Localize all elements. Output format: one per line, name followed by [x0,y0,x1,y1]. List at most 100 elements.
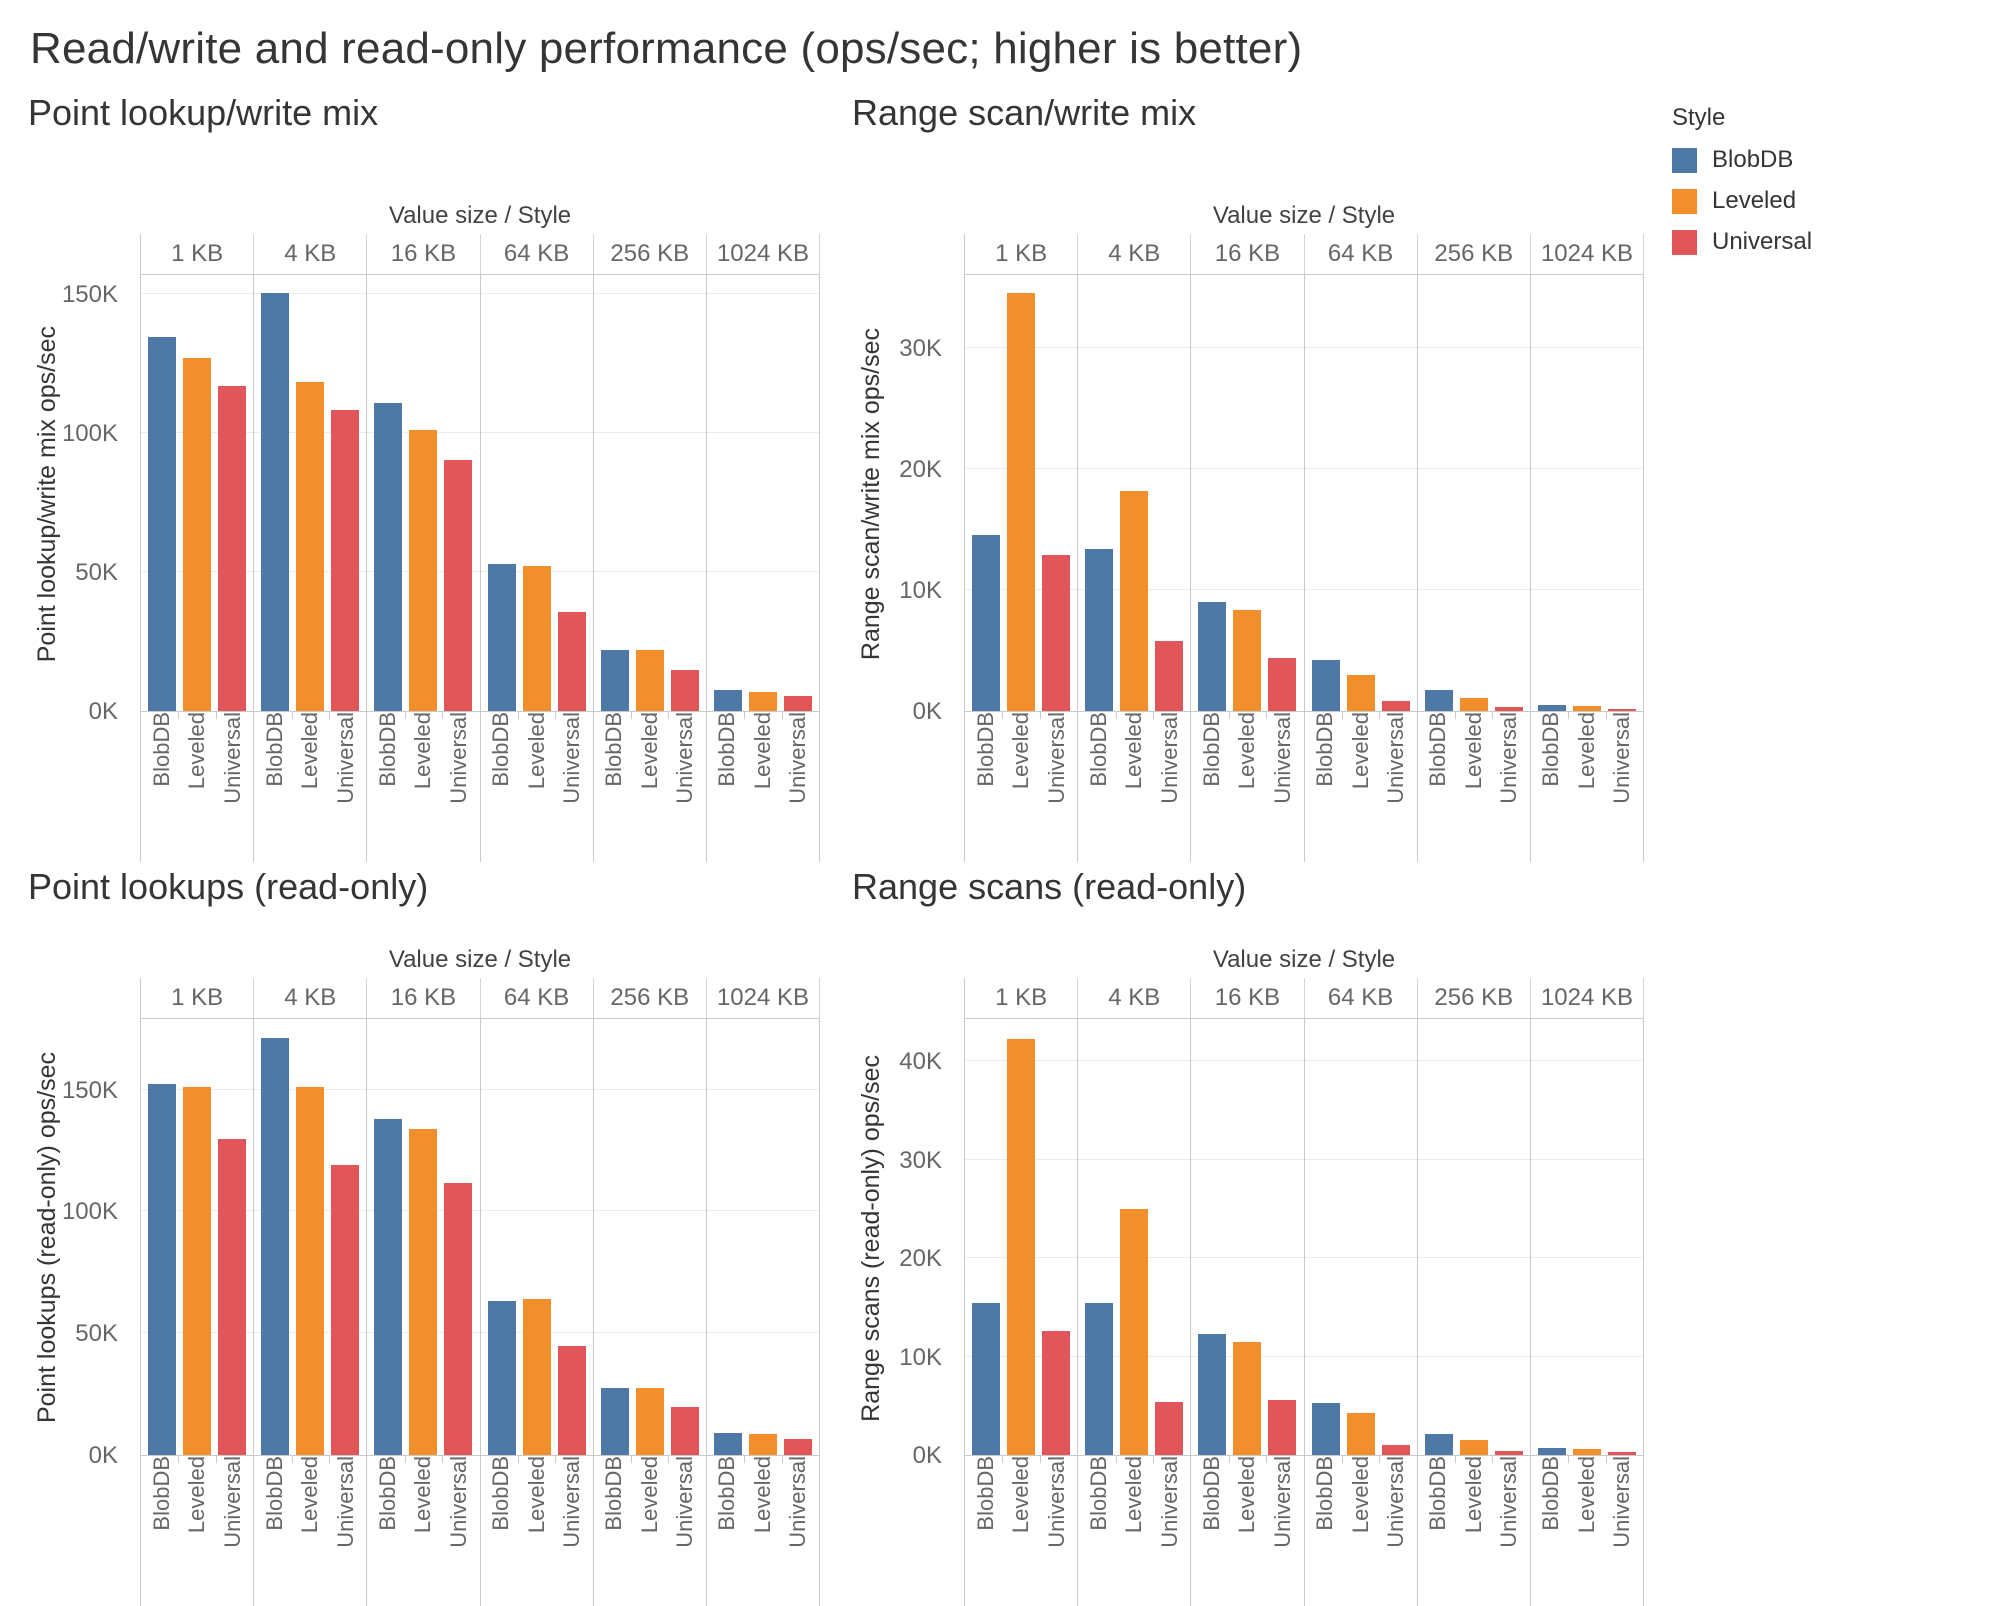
bar-universal-16-kb[interactable] [444,460,473,711]
bar-blobdb-1024-kb[interactable] [713,1433,742,1455]
bar-leveled-4-kb[interactable] [296,382,325,711]
y-tick-label: 10K [899,576,942,604]
legend-item-label: Leveled [1712,187,1797,214]
legend-item-blobdb[interactable]: BlobDB [1672,146,1812,174]
bar-universal-256-kb[interactable] [1494,707,1523,711]
x-slot: Leveled [295,712,325,862]
bar-blobdb-1024-kb[interactable] [1537,1448,1566,1455]
bar-universal-1024-kb[interactable] [783,1439,812,1455]
bar-leveled-4-kb[interactable] [1120,491,1149,711]
bar-leveled-256-kb[interactable] [635,650,664,711]
bar-leveled-256-kb[interactable] [635,1388,664,1455]
bar-universal-64-kb[interactable] [557,612,586,711]
bar-leveled-1024-kb[interactable] [1572,1449,1601,1455]
bar-leveled-1-kb[interactable] [1007,1039,1036,1455]
bar-leveled-64-kb[interactable] [522,566,551,711]
bar-blobdb-64-kb[interactable] [487,1301,516,1455]
bar-blobdb-16-kb[interactable] [374,403,403,711]
bar-blobdb-256-kb[interactable] [600,1388,629,1455]
bar-universal-16-kb[interactable] [1268,1400,1297,1455]
bar-blobdb-1-kb[interactable] [148,1084,177,1455]
bar-universal-1-kb[interactable] [1042,1331,1071,1455]
bar-leveled-16-kb[interactable] [409,430,438,711]
x-slot: Universal [1494,712,1524,862]
bar-leveled-64-kb[interactable] [522,1299,551,1455]
bar-blobdb-256-kb[interactable] [600,650,629,711]
x-label-group-64-kb: BlobDB Leveled Universal [481,712,594,862]
bar-universal-1-kb[interactable] [1042,555,1071,711]
axis-tick [517,1456,519,1463]
bar-universal-4-kb[interactable] [1155,1402,1184,1455]
bar-leveled-16-kb[interactable] [1233,610,1262,711]
legend-item-universal[interactable]: Universal [1672,228,1812,256]
bar-leveled-1-kb[interactable] [1007,293,1036,711]
bar-leveled-1-kb[interactable] [183,358,212,711]
bar-blobdb-4-kb[interactable] [261,293,290,711]
pane-1-kb [141,275,255,711]
bar-universal-16-kb[interactable] [444,1183,473,1455]
column-header-64-kb: 64 KB [1305,234,1418,274]
bar-blobdb-1024-kb[interactable] [713,690,742,711]
bar-leveled-1024-kb[interactable] [748,692,777,711]
bar-universal-64-kb[interactable] [1381,701,1410,711]
axis-tick [1379,1456,1381,1463]
bar-universal-1024-kb[interactable] [1607,709,1636,711]
bar-leveled-64-kb[interactable] [1346,1413,1375,1455]
column-axis-title: Value size / Style [1212,946,1396,973]
axis-tick [1266,712,1268,719]
bar-blobdb-4-kb[interactable] [1085,549,1114,711]
bar-universal-4-kb[interactable] [331,410,360,711]
bar-universal-256-kb[interactable] [1494,1451,1523,1455]
bar-blobdb-64-kb[interactable] [1311,660,1340,711]
bar-universal-4-kb[interactable] [331,1165,360,1455]
bar-leveled-1-kb[interactable] [183,1087,212,1455]
plot-area [964,1018,1645,1456]
bar-blobdb-4-kb[interactable] [1085,1303,1114,1455]
bar-leveled-256-kb[interactable] [1459,698,1488,711]
bar-blobdb-16-kb[interactable] [1198,1334,1227,1455]
bar-blobdb-64-kb[interactable] [1311,1403,1340,1455]
x-slot: BlobDB [712,712,742,862]
x-slot: BlobDB [1084,1456,1114,1606]
bar-blobdb-1024-kb[interactable] [1537,705,1566,711]
x-tick-label-blobdb: BlobDB [488,712,514,787]
bar-blobdb-1-kb[interactable] [972,1303,1001,1455]
bar-leveled-16-kb[interactable] [1233,1342,1262,1455]
bar-universal-64-kb[interactable] [557,1346,586,1455]
x-axis-labels: BlobDB Leveled Universal BlobDB Leveled Unive… [140,1456,821,1606]
bar-blobdb-1-kb[interactable] [148,337,177,711]
bar-blobdb-256-kb[interactable] [1424,690,1453,711]
bar-universal-4-kb[interactable] [1155,641,1184,711]
bar-universal-256-kb[interactable] [670,670,699,711]
y-tick-label: 150K [61,1076,118,1104]
bar-blobdb-16-kb[interactable] [374,1119,403,1455]
bar-blobdb-256-kb[interactable] [1424,1434,1453,1455]
bar-leveled-16-kb[interactable] [409,1129,438,1455]
y-tick-label: 0K [912,1442,942,1469]
bar-blobdb-4-kb[interactable] [261,1038,290,1455]
bar-blobdb-64-kb[interactable] [487,564,516,711]
bar-leveled-1024-kb[interactable] [1572,706,1601,711]
bar-universal-1024-kb[interactable] [1607,1452,1636,1455]
x-axis-labels: BlobDB Leveled Universal BlobDB Leveled Unive… [964,712,1645,862]
bar-blobdb-16-kb[interactable] [1198,602,1227,711]
bar-universal-256-kb[interactable] [670,1407,699,1455]
x-label-group-64-kb: BlobDB Leveled Universal [481,1456,594,1606]
bar-leveled-64-kb[interactable] [1346,675,1375,711]
x-slot: Universal [1042,712,1072,862]
bar-blobdb-1-kb[interactable] [972,535,1001,711]
bar-universal-1-kb[interactable] [218,1139,247,1455]
bar-universal-16-kb[interactable] [1268,658,1297,711]
x-label-group-1024-kb: BlobDB Leveled Universal [707,1456,821,1606]
bar-universal-64-kb[interactable] [1381,1445,1410,1455]
legend-item-leveled[interactable]: Leveled [1672,187,1812,215]
bar-universal-1024-kb[interactable] [783,696,812,711]
bar-leveled-4-kb[interactable] [1120,1209,1149,1455]
bar-leveled-1024-kb[interactable] [748,1434,777,1455]
bar-universal-1-kb[interactable] [218,386,247,711]
axis-tick [1341,1456,1343,1463]
bar-leveled-4-kb[interactable] [296,1087,325,1455]
bar-leveled-256-kb[interactable] [1459,1440,1488,1455]
x-tick-label-universal: Universal [445,712,471,804]
x-label-group-16-kb: BlobDB Leveled Universal [1191,712,1305,862]
